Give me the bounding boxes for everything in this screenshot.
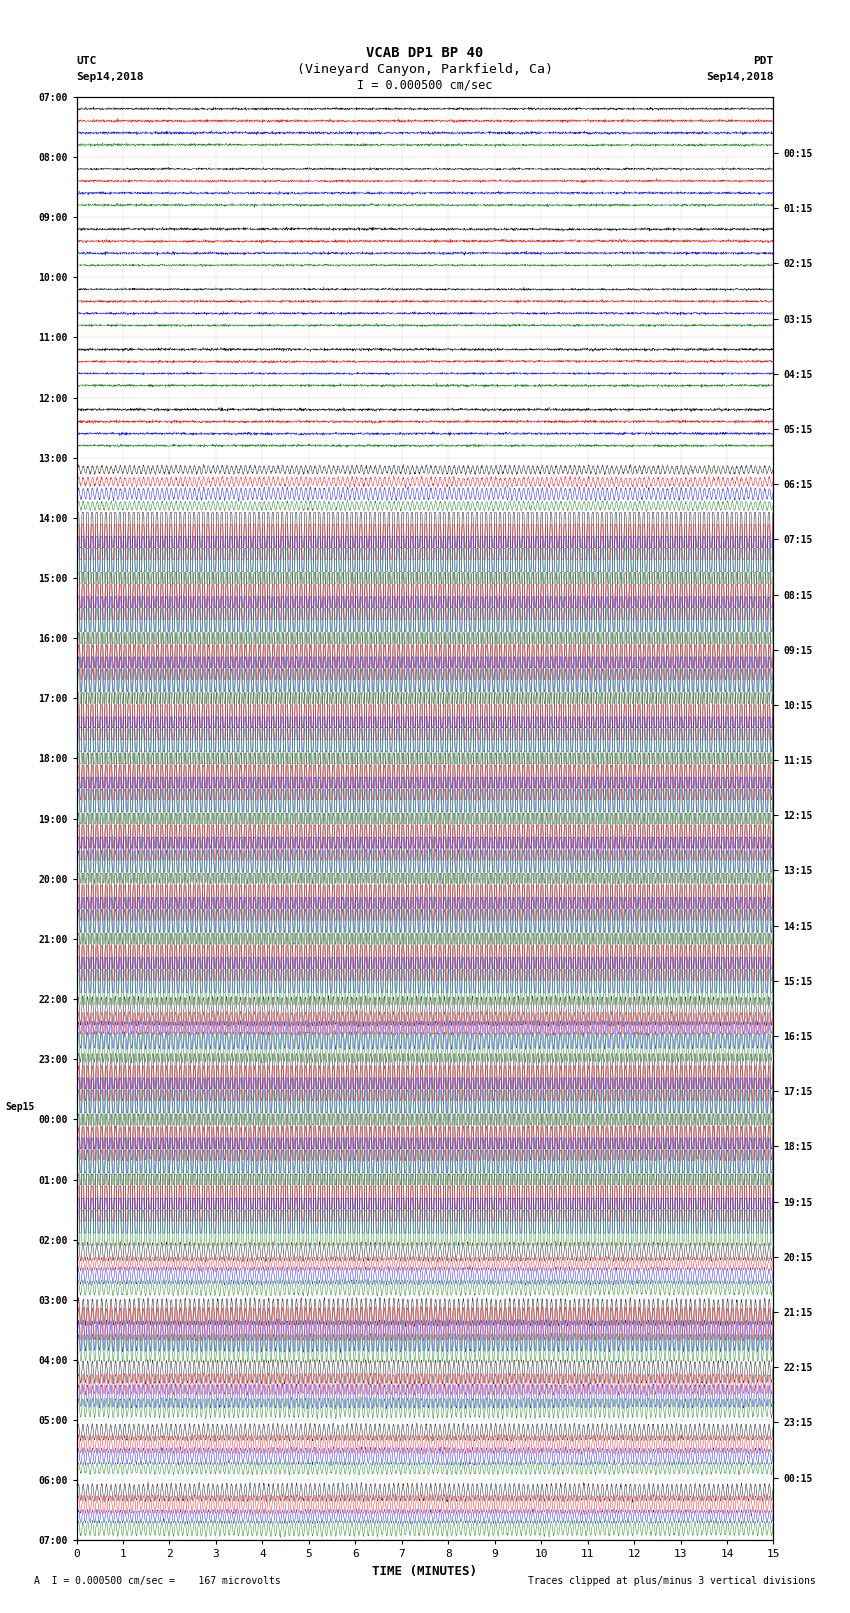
Text: Sep14,2018: Sep14,2018 (706, 73, 774, 82)
Text: UTC: UTC (76, 56, 97, 66)
Text: Traces clipped at plus/minus 3 vertical divisions: Traces clipped at plus/minus 3 vertical … (528, 1576, 816, 1586)
Text: Sep15: Sep15 (5, 1102, 35, 1111)
X-axis label: TIME (MINUTES): TIME (MINUTES) (372, 1565, 478, 1578)
Text: (Vineyard Canyon, Parkfield, Ca): (Vineyard Canyon, Parkfield, Ca) (297, 63, 553, 76)
Text: VCAB DP1 BP 40: VCAB DP1 BP 40 (366, 47, 484, 60)
Text: I = 0.000500 cm/sec: I = 0.000500 cm/sec (357, 79, 493, 92)
Text: PDT: PDT (753, 56, 774, 66)
Text: A  I = 0.000500 cm/sec =    167 microvolts: A I = 0.000500 cm/sec = 167 microvolts (34, 1576, 280, 1586)
Text: Sep14,2018: Sep14,2018 (76, 73, 144, 82)
